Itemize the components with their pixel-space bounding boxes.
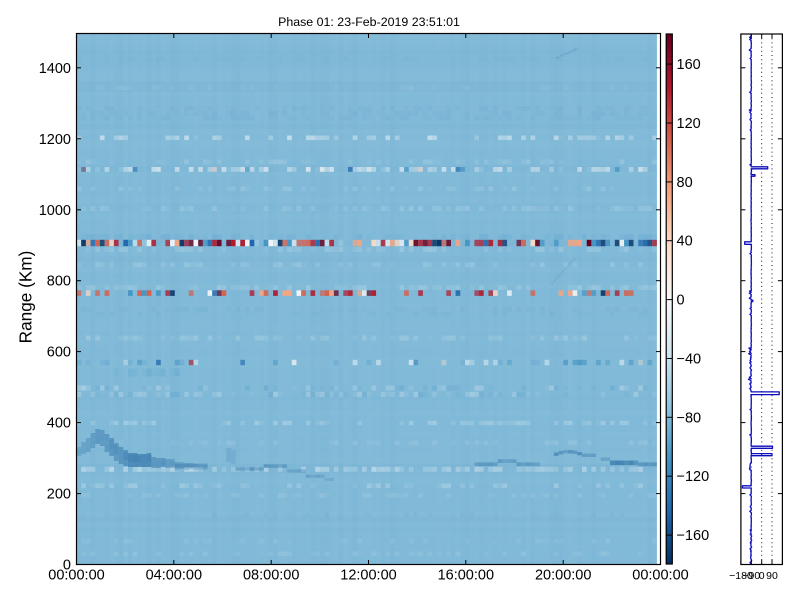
svg-text:−160: −160: [677, 528, 710, 544]
svg-text:00:00:00: 00:00:00: [632, 568, 688, 584]
svg-text:160: 160: [677, 57, 701, 73]
svg-text:400: 400: [47, 416, 71, 432]
svg-text:00:00:00: 00:00:00: [48, 568, 104, 584]
svg-text:40: 40: [677, 234, 693, 250]
svg-text:12:00:00: 12:00:00: [340, 568, 396, 584]
svg-text:0: 0: [759, 570, 765, 582]
svg-text:0: 0: [63, 558, 71, 574]
svg-text:1200: 1200: [39, 132, 71, 148]
svg-text:−180: −180: [729, 570, 753, 582]
svg-text:08:00:00: 08:00:00: [243, 568, 299, 584]
svg-text:−120: −120: [677, 469, 710, 485]
svg-text:Range (Km): Range (Km): [16, 251, 36, 344]
svg-text:90: 90: [766, 570, 778, 582]
svg-text:−40: −40: [677, 352, 702, 368]
svg-text:−80: −80: [677, 410, 702, 426]
svg-text:0: 0: [677, 293, 685, 309]
svg-text:800: 800: [47, 274, 71, 290]
svg-text:1400: 1400: [39, 61, 71, 77]
svg-text:−90: −90: [742, 570, 760, 582]
svg-text:04:00:00: 04:00:00: [146, 568, 202, 584]
svg-text:80: 80: [677, 175, 693, 191]
svg-text:600: 600: [47, 345, 71, 361]
svg-text:200: 200: [47, 487, 71, 503]
svg-text:Phase 01: 23-Feb-2019 23:51:01: Phase 01: 23-Feb-2019 23:51:01: [278, 15, 460, 29]
svg-text:16:00:00: 16:00:00: [438, 568, 494, 584]
svg-text:1000: 1000: [39, 203, 71, 219]
svg-text:120: 120: [677, 116, 701, 132]
svg-text:20:00:00: 20:00:00: [535, 568, 591, 584]
